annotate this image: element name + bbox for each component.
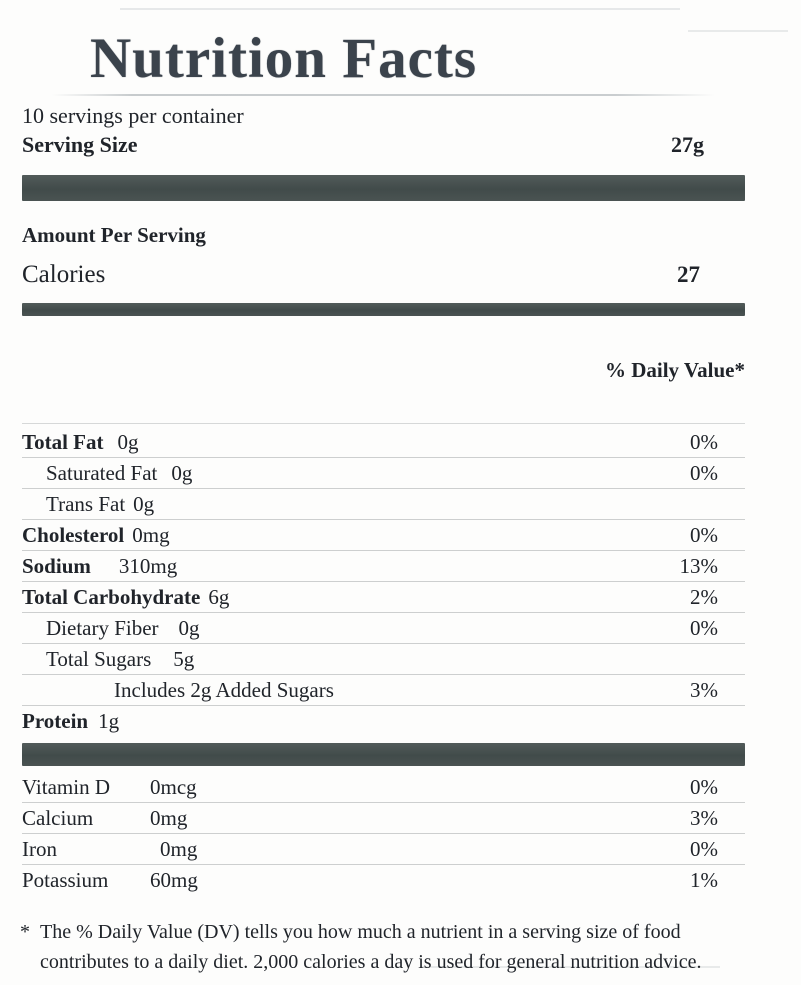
micronutrient-row-calcium: Calcium 0mg 3% [22,803,745,834]
nutrient-dv: 3% [690,806,718,830]
serving-size-row: Serving Size 27g [22,132,745,158]
nutrient-dv: 2% [690,585,718,609]
daily-value-header: % Daily Value* [604,358,745,382]
nutrient-name: Trans Fat [46,492,126,516]
nutrient-rows: Total Fat 0g 0% Saturated Fat 0g 0% Tran… [22,427,745,736]
rows-top-separator [22,423,745,424]
nutrient-row-total-fat: Total Fat 0g 0% [22,427,745,458]
nutrient-name: Potassium [22,868,109,892]
micronutrient-rows: Vitamin D 0mcg 0% Calcium 0mg 3% Iron 0m… [22,772,745,895]
calories-label: Calories [22,261,106,288]
nutrient-row-trans-fat: Trans Fat 0g [22,489,745,520]
footnote-asterisk: * [20,921,30,943]
nutrient-amount: 5g [173,647,195,671]
calories-row: Calories 27 [22,261,745,289]
nutrient-amount: 310mg [118,554,178,578]
footnote-line-1: The % Daily Value (DV) tells you how muc… [40,921,681,943]
nutrient-amount: 0g [117,430,139,454]
nutrient-name: Vitamin D [22,775,110,799]
nutrient-amount: 0mcg [150,775,197,799]
nutrient-name: Cholesterol [22,523,125,547]
nutrient-row-saturated-fat: Saturated Fat 0g 0% [22,458,745,489]
nutrient-amount: 0mg [132,523,170,547]
nutrient-amount: 6g [208,585,230,609]
nutrient-row-sodium: Sodium 310mg 13% [22,551,745,582]
micronutrient-row-vitamin-d: Vitamin D 0mcg 0% [22,772,745,803]
nutrient-dv: 0% [690,837,718,861]
nutrient-dv: 0% [690,430,718,454]
nutrient-row-total-carbohydrate: Total Carbohydrate 6g 2% [22,582,745,613]
nutrient-name: Saturated Fat [46,461,158,485]
nutrient-dv: 0% [690,775,718,799]
nutrient-row-protein: Protein 1g [22,706,745,736]
title-underline [52,94,715,96]
footnote-line-2: contributes to a daily diet. 2,000 calor… [40,951,702,973]
nutrient-dv: 13% [679,554,719,578]
nutrient-row-added-sugars: Includes 2g Added Sugars 3% [22,675,745,706]
nutrient-dv: 0% [690,523,718,547]
micronutrient-row-potassium: Potassium 60mg 1% [22,865,745,895]
nutrient-dv: 0% [690,616,718,640]
nutrient-name: Iron [22,837,57,861]
calories-value: 27 [677,262,700,287]
nutrient-name: Protein [22,709,89,733]
nutrient-amount: 1g [98,709,120,733]
amount-per-serving-label: Amount Per Serving [22,223,206,247]
serving-size-value: 27g [671,132,704,157]
nutrient-amount: 0mg [160,837,198,861]
nutrient-row-cholesterol: Cholesterol 0mg 0% [22,520,745,551]
nutrient-name: Includes 2g Added Sugars [114,678,334,702]
footnote: * The % Daily Value (DV) tells you how m… [20,917,752,977]
nutrient-dv: 1% [690,868,718,892]
nutrient-name: Sodium [22,554,91,578]
nutrient-name: Total Fat [22,430,104,454]
divider-bar-calories [22,303,745,316]
serving-size-label: Serving Size [22,132,138,157]
label-title: Nutrition Facts [90,27,478,90]
nutrient-amount: 60mg [150,868,198,892]
nutrient-name: Calcium [22,806,94,830]
nutrition-facts-label: Nutrition Facts 10 servings per containe… [20,0,745,977]
nutrient-amount: 0g [133,492,155,516]
nutrient-amount: 0g [171,461,193,485]
divider-bar-top [22,175,745,201]
divider-bar-micronutrients [22,743,745,766]
nutrient-dv: 0% [690,461,718,485]
micronutrient-row-iron: Iron 0mg 0% [22,834,745,865]
nutrient-amount: 0g [178,616,200,640]
nutrient-name: Total Carbohydrate [22,585,201,609]
servings-per-container: 10 servings per container [22,103,244,128]
nutrient-name: Dietary Fiber [46,616,159,640]
nutrient-row-total-sugars: Total Sugars 5g [22,644,745,675]
nutrient-dv: 3% [690,678,718,702]
nutrient-name: Total Sugars [46,647,152,671]
nutrient-row-dietary-fiber: Dietary Fiber 0g 0% [22,613,745,644]
nutrient-amount: 0mg [150,806,188,830]
